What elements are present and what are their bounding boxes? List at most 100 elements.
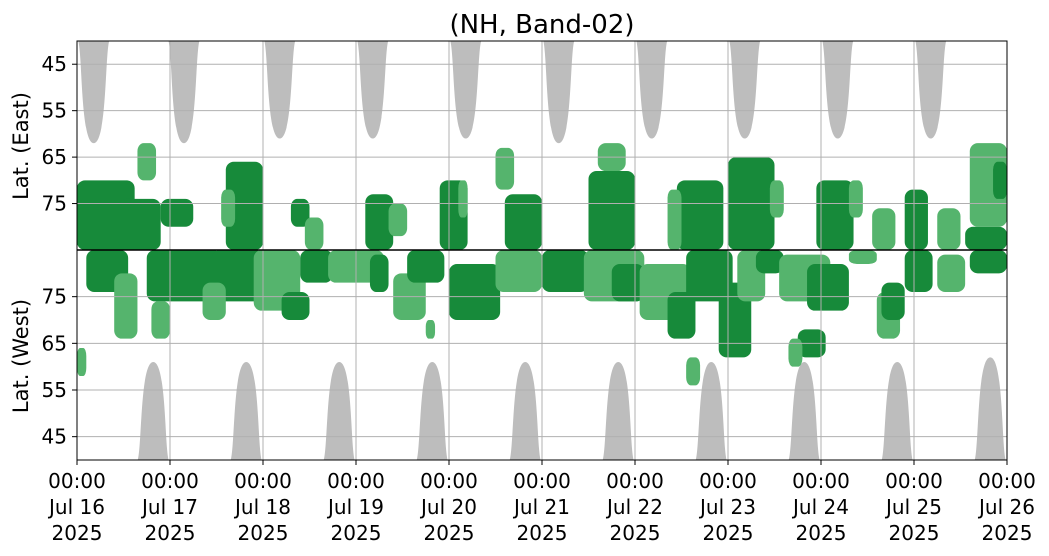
activity-region-east [588,171,635,250]
y-tick-label: 65 [42,331,67,355]
activity-region-west [755,250,784,274]
activity-region-west [904,250,933,292]
x-tick-label: 00:00 [48,469,106,493]
activity-region-west [449,264,501,320]
daylight-region-west [230,362,262,460]
x-tick-label: Jul 23 [698,495,756,519]
x-tick-label: 00:00 [606,469,664,493]
activity-region-east [676,180,724,250]
activity-region-west [937,254,966,292]
activity-region-east [848,180,863,218]
x-tick-label: Jul 19 [326,495,384,519]
x-tick-label: 00:00 [420,469,478,493]
daylight-region-west [602,362,634,460]
x-tick-label: 2025 [703,521,754,545]
activity-region-east [872,208,896,250]
x-tick-label: Jul 20 [419,495,477,519]
x-tick-label: 2025 [145,521,196,545]
x-tick-label: 2025 [982,521,1033,545]
activity-region-west [77,348,87,376]
activity-region-west [146,250,222,302]
x-tick-label: 2025 [424,521,475,545]
activity-region-west [807,264,849,311]
y-tick-label: 45 [42,52,67,76]
activity-region-west [969,250,1007,274]
x-tick-label: 00:00 [513,469,571,493]
activity-region-west [369,254,389,292]
activity-region-east [816,180,854,250]
activity-region-west [848,250,877,264]
x-tick-label: 00:00 [141,469,199,493]
x-tick-label: Jul 21 [512,495,570,519]
x-tick-label: Jul 25 [884,495,942,519]
x-tick-label: 00:00 [234,469,292,493]
activity-region-west [667,292,696,339]
activity-region-east [388,203,408,237]
daylight-region-east [450,41,482,139]
y-tick-label: 55 [42,378,67,402]
activity-region-west [151,301,170,339]
x-tick-label: 2025 [238,521,289,545]
activity-region-east [667,189,682,250]
x-tick-label: Jul 17 [140,495,198,519]
x-tick-label: 2025 [331,521,382,545]
east-activity-regions [77,143,1007,250]
activity-region-east [365,194,394,250]
x-tick-label: Jul 18 [233,495,291,519]
x-tick-label: 00:00 [978,469,1036,493]
x-tick-label: 2025 [517,521,568,545]
daylight-region-east [636,41,668,139]
activity-region-west [718,282,752,358]
daylight-region-east [822,41,854,139]
x-tick-label: Jul 26 [977,495,1035,519]
activity-region-east [160,198,194,227]
activity-region-east [993,161,1007,199]
activity-region-east [221,189,236,227]
daylight-region-east [264,41,296,139]
activity-region-west [788,338,803,367]
daylight-region-east [915,41,947,139]
y-tick-label: 65 [42,145,67,169]
y-tick-label: 55 [42,99,67,123]
daylight-region-west [323,362,355,460]
x-tick-label: 00:00 [885,469,943,493]
x-tick-label: 00:00 [327,469,385,493]
daylight-region-east [543,41,575,144]
x-tick-label: 00:00 [792,469,850,493]
activity-region-west [202,282,226,320]
activity-region-west [686,357,701,386]
daylight-region-west [974,357,1006,460]
activity-region-west [407,250,445,283]
activity-region-east [118,198,161,250]
activity-region-east [904,189,928,250]
activity-region-west [881,282,905,320]
y-tick-label: 75 [42,192,67,216]
daylight-region-west [695,362,727,460]
chart-title: (NH, Band-02) [449,10,634,40]
activity-region-west [542,250,589,292]
east-daylight-regions [78,41,947,144]
activity-region-east [495,147,515,190]
west-daylight-regions [137,357,1006,460]
activity-region-east [304,217,324,250]
daylight-region-east [357,41,389,139]
east-panel [77,41,1007,250]
daylight-region-west [788,362,820,460]
activity-region-east [137,143,157,181]
x-tick-label: Jul 22 [605,495,663,519]
activity-region-west [495,250,542,292]
activity-region-east [290,198,310,227]
x-tick-label: Jul 16 [47,495,105,519]
ylabel-west: Lat. (West) [9,299,33,413]
x-tick-label: 2025 [610,521,661,545]
x-tick-label: 00:00 [699,469,757,493]
activity-region-west [281,292,310,320]
y-tick-label: 75 [42,285,67,309]
x-tick-label: 2025 [796,521,847,545]
activity-region-east [769,180,784,218]
activity-region-east [458,180,468,218]
daylight-region-east [168,41,200,144]
x-tick-label: 2025 [52,521,103,545]
